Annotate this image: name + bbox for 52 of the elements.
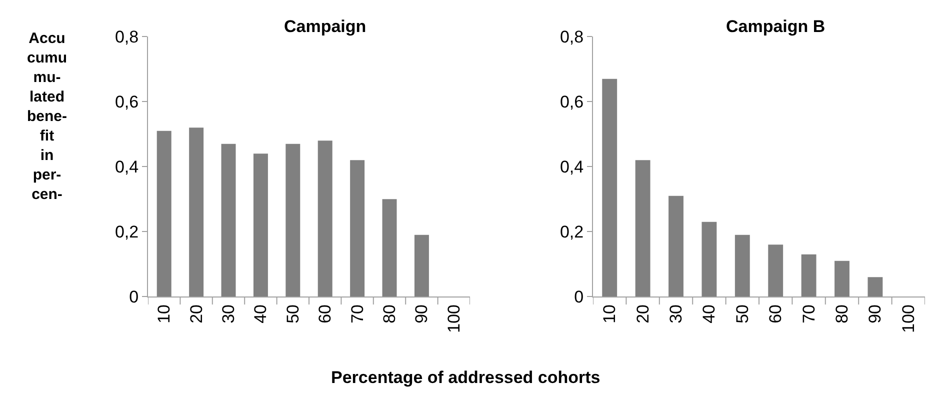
bar (602, 78, 618, 297)
x-tick-label: 100 (898, 304, 918, 333)
y-tick-label: 0,8 (114, 28, 139, 47)
y-tick-label: 0 (574, 288, 584, 307)
x-tick-label: 40 (700, 304, 719, 324)
chart-title: Campaign (284, 17, 366, 36)
bar (189, 128, 204, 297)
bar (414, 234, 429, 297)
x-tick-label: 20 (633, 304, 652, 324)
x-tick-label: 30 (666, 304, 686, 324)
bar (702, 222, 717, 297)
x-tick-label: 90 (412, 304, 432, 324)
bar (350, 160, 365, 297)
bar (868, 277, 883, 297)
bar (253, 154, 268, 297)
x-tick-label: 20 (186, 304, 206, 324)
bar (286, 144, 300, 297)
text: Accu cumu mu- lated bene- fit in per- cen- (27, 30, 68, 203)
x-tick-label: 30 (219, 304, 238, 324)
bar (221, 144, 236, 297)
x-tick-label: 10 (600, 304, 620, 324)
x-tick-label: 50 (283, 304, 302, 324)
y-tick-label: 0,4 (560, 158, 584, 177)
y-tick-label: 0,6 (114, 92, 139, 112)
x-tick-label: 10 (154, 304, 174, 324)
bar (801, 254, 816, 297)
bar (768, 244, 784, 297)
x-tick-label: 80 (380, 304, 400, 324)
x-tick-label: 80 (832, 304, 852, 324)
x-tick-label: 70 (799, 304, 818, 324)
bar (734, 234, 750, 297)
bar (834, 260, 850, 297)
bar (635, 160, 650, 297)
y-tick-label: 0,2 (560, 222, 584, 242)
chart-title: Campaign B (726, 17, 826, 36)
x-tick-label: 60 (766, 304, 786, 324)
bar (156, 130, 172, 297)
x-axis-title: Percentage of addressed cohorts (331, 368, 600, 387)
y-tick-label: 0,6 (560, 92, 584, 112)
y-tick-label: 0 (129, 288, 139, 307)
x-tick-label: 100 (444, 304, 464, 333)
x-tick-label: 50 (732, 304, 752, 324)
y-tick-label: 0,2 (114, 222, 139, 242)
y-tick-label: 0,8 (560, 28, 584, 47)
bar (382, 199, 397, 297)
x-tick-label: 40 (251, 304, 270, 324)
y-tick-label: 0,4 (114, 158, 139, 177)
bar (318, 140, 332, 297)
x-tick-label: 60 (316, 304, 335, 324)
x-tick-label: 90 (866, 304, 885, 324)
x-tick-label: 70 (348, 304, 367, 324)
bar (668, 196, 684, 297)
